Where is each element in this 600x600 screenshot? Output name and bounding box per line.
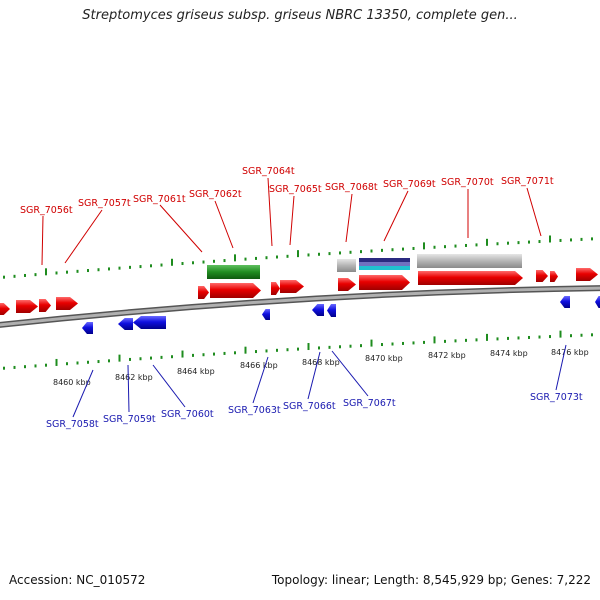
forward-gene-arrow[interactable]: [210, 283, 261, 298]
gene-label-top[interactable]: SGR_7069t: [383, 179, 436, 190]
accession-text: Accession: NC_010572: [9, 573, 146, 587]
label-leader-line: [267, 177, 273, 247]
label-leader-line: [64, 209, 103, 264]
genome-backbone: [0, 286, 600, 327]
gene-label-bottom[interactable]: SGR_7073t: [530, 392, 583, 403]
reverse-gene-arrow[interactable]: [82, 322, 93, 334]
gene-label-top[interactable]: SGR_7057t: [78, 198, 131, 209]
gene-label-top[interactable]: SGR_7061t: [133, 194, 186, 205]
reverse-gene-arrow[interactable]: [118, 318, 133, 330]
scale-label: 8460 kbp: [53, 378, 91, 387]
genome-backbone-shadow: [0, 285, 600, 328]
gene-label-bottom[interactable]: SGR_7060t: [161, 409, 214, 420]
feature-band-secondary[interactable]: [359, 266, 410, 270]
label-leader-line: [307, 351, 321, 400]
label-leader-line: [289, 195, 295, 246]
label-leader-line: [383, 190, 409, 242]
misc-feature-bar[interactable]: [417, 254, 522, 268]
gene-label-top[interactable]: SGR_7065t: [269, 184, 322, 195]
label-leader-line: [72, 369, 94, 418]
forward-gene-arrow[interactable]: [16, 300, 38, 313]
label-leader-lines: [41, 177, 567, 418]
reverse-gene-arrow[interactable]: [595, 296, 600, 308]
scale-label: 8462 kbp: [115, 373, 153, 382]
genome-summary-text: Topology: linear; Length: 8,545,929 bp; …: [271, 573, 591, 587]
tick-marks: [3, 235, 593, 370]
backbone-layer: [0, 285, 600, 328]
forward-gene-arrow[interactable]: [0, 303, 10, 315]
forward-gene-arrow[interactable]: [198, 286, 209, 299]
label-leader-line: [526, 187, 542, 237]
scale-label: 8470 kbp: [365, 354, 403, 363]
label-leader-line: [252, 356, 269, 404]
feature-band[interactable]: [359, 262, 410, 266]
forward-gene-arrow[interactable]: [576, 268, 598, 281]
label-leader-line: [345, 193, 353, 243]
label-leader-line: [159, 204, 203, 253]
label-leader-line: [555, 344, 567, 391]
forward-gene-arrow[interactable]: [271, 282, 280, 295]
gene-label-bottom[interactable]: SGR_7066t: [283, 401, 336, 412]
gene-label-bottom[interactable]: SGR_7058t: [46, 419, 99, 430]
gene-label-top[interactable]: SGR_7062t: [189, 189, 242, 200]
scale-label: 8468 kbp: [302, 358, 340, 367]
map-title: Streptomyces griseus subsp. griseus NBRC…: [82, 8, 518, 23]
reverse-gene-arrow[interactable]: [312, 304, 324, 316]
gene-label-top[interactable]: SGR_7056t: [20, 205, 73, 216]
gene-label-top[interactable]: SGR_7070t: [441, 177, 494, 188]
rna-gene-bar[interactable]: [207, 265, 260, 279]
reverse-gene-arrow[interactable]: [560, 296, 570, 308]
forward-gene-arrow[interactable]: [39, 299, 51, 312]
forward-gene-arrow[interactable]: [56, 297, 78, 310]
gene-label-bottom[interactable]: SGR_7067t: [343, 398, 396, 409]
gene-label-bottom[interactable]: SGR_7063t: [228, 405, 281, 416]
forward-gene-arrow[interactable]: [280, 280, 304, 293]
forward-gene-arrow[interactable]: [536, 270, 548, 282]
label-leader-line: [127, 364, 130, 413]
scale-label: 8474 kbp: [490, 349, 528, 358]
reverse-gene-arrow[interactable]: [133, 316, 166, 329]
label-leader-line: [331, 350, 369, 397]
scale-label: 8464 kbp: [177, 367, 215, 376]
gene-label-top[interactable]: SGR_7068t: [325, 182, 378, 193]
gene-label-bottom[interactable]: SGR_7059t: [103, 414, 156, 425]
feature-band[interactable]: [359, 258, 410, 262]
forward-gene-arrow[interactable]: [418, 271, 523, 285]
forward-gene-arrow[interactable]: [550, 271, 558, 282]
label-leader-line: [214, 200, 234, 249]
features-layer: 8460 kbp 8462 kbp 8464 kbp 8466 kbp 8468 kbp…: [0, 254, 600, 387]
scale-label: 8476 kbp: [551, 348, 589, 357]
forward-gene-arrow[interactable]: [359, 275, 410, 290]
label-leader-line: [152, 364, 186, 408]
gene-labels: SGR_7056t SGR_7057t SGR_7061t SGR_7062t SGR_…: [20, 166, 583, 430]
reverse-gene-arrow[interactable]: [262, 309, 270, 320]
gene-label-top[interactable]: SGR_7064t: [242, 166, 295, 177]
gene-label-top[interactable]: SGR_7071t: [501, 176, 554, 187]
scale-label: 8466 kbp: [240, 361, 278, 370]
reverse-gene-arrow[interactable]: [327, 304, 336, 317]
forward-gene-arrow[interactable]: [338, 278, 356, 291]
misc-feature-bar[interactable]: [337, 259, 356, 272]
scale-label: 8472 kbp: [428, 351, 466, 360]
label-leader-line: [41, 215, 44, 266]
